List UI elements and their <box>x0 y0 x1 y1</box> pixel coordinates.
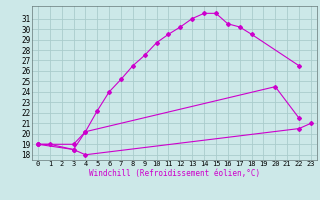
X-axis label: Windchill (Refroidissement éolien,°C): Windchill (Refroidissement éolien,°C) <box>89 169 260 178</box>
